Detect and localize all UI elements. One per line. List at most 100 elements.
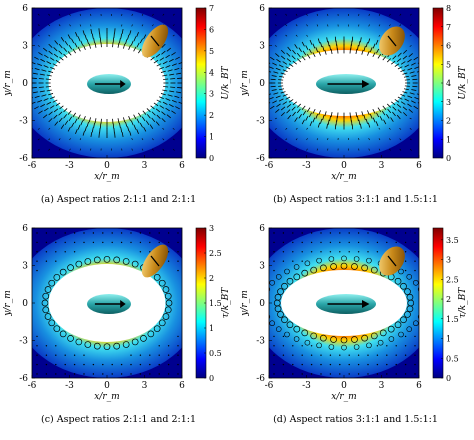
field-dot [292,363,294,366]
field-dot [367,232,369,234]
field-arrow [285,138,288,141]
force-arrow [121,131,124,138]
torque-marker [275,274,282,280]
field-dot [139,241,142,244]
field-dot [92,373,95,375]
force-arrow [171,110,176,114]
colorbar-tick-label: 0 [446,374,451,383]
field-dot [158,354,160,356]
force-arrow [363,45,366,51]
field-dot [329,232,332,234]
force-arrow [375,121,379,127]
field-arrow [358,137,360,141]
y-tick-label: 3 [22,42,28,52]
force-arrow [88,117,92,123]
field-dot [339,373,341,375]
force-arrow [414,66,419,69]
force-arrow [130,120,134,126]
field-arrow [306,24,308,27]
force-arrow [40,104,46,108]
force-arrow [383,119,387,125]
field-dot [310,345,313,347]
force-arrow [330,112,333,118]
force-arrow [402,55,408,60]
torque-marker [388,336,395,342]
torque-marker [75,260,83,268]
field-dot [36,232,38,234]
field-dot [130,232,132,234]
force-arrow [153,59,159,64]
field-arrow [274,45,277,47]
force-arrow [394,63,400,67]
field-arrow [131,24,133,27]
colorbar-tick-label: 5 [446,60,451,69]
torque-marker [140,334,147,342]
colorbar-tick-label: 0.5 [446,354,459,363]
field-dot [301,251,303,253]
force-arrow [63,53,68,58]
panel-caption: (b) Aspect ratios 3:1:1 and 1.5:1:1 [273,194,438,205]
force-arrow [146,114,151,119]
force-arrow [409,92,415,95]
force-arrow [53,53,59,58]
force-arrow [269,71,272,73]
colorbar-tick-label: 1 [446,335,451,344]
field-dot [376,232,379,234]
force-arrow [118,38,121,44]
force-arrow [259,95,264,96]
field-dot [177,373,179,375]
force-arrow [54,40,59,45]
force-arrow [174,95,180,98]
force-arrow [138,112,142,118]
force-arrow [48,111,53,116]
force-arrow [71,38,75,44]
force-arrow [287,114,292,120]
field-dot [357,232,360,234]
field-arrow [285,13,288,16]
torque-marker [59,330,67,338]
force-arrow [391,60,396,65]
field-arrow [131,138,133,141]
torque-marker [48,319,56,327]
force-arrow [162,74,168,77]
field-dot [404,345,407,347]
field-dot [64,354,66,356]
field-dot [158,345,160,347]
field-dot [339,363,341,366]
force-arrow [75,32,78,37]
panel-d-svg: -6 -3 0 3 6 6 3 0 -3 -6 x/r_m y/r_m 3.5 3 2.5 2 1.5 1 0.5 0… [240,224,468,425]
force-arrow [160,93,166,96]
force-arrow [72,112,76,118]
field-dot [64,241,66,244]
force-arrow [32,62,36,65]
force-arrow [94,118,97,124]
field-dot [102,241,104,244]
force-arrow [275,67,281,71]
force-arrow [280,91,286,94]
force-arrow [58,50,63,55]
force-arrow [83,116,86,121]
field-dot [282,251,285,253]
force-arrow [67,51,72,56]
field-arrow [37,34,40,37]
force-arrow [129,130,132,136]
field-dot [55,251,57,253]
force-arrow [403,88,409,91]
force-arrow [90,28,93,35]
field-dot [339,354,341,356]
field-dot [329,354,332,356]
force-arrow [82,30,85,36]
field-dot [404,260,407,262]
force-arrow [159,57,165,61]
force-arrow [143,126,147,132]
field-dot [376,354,379,356]
torque-marker [274,293,282,301]
torque-marker [113,256,121,264]
force-arrow [34,95,40,98]
field-dot [120,363,123,366]
force-arrow [82,130,85,136]
force-arrow [396,104,402,108]
field-dot [55,232,57,234]
colorbar-tick-label: 8 [446,4,451,13]
colorbar-tick-label: 7 [446,23,451,32]
